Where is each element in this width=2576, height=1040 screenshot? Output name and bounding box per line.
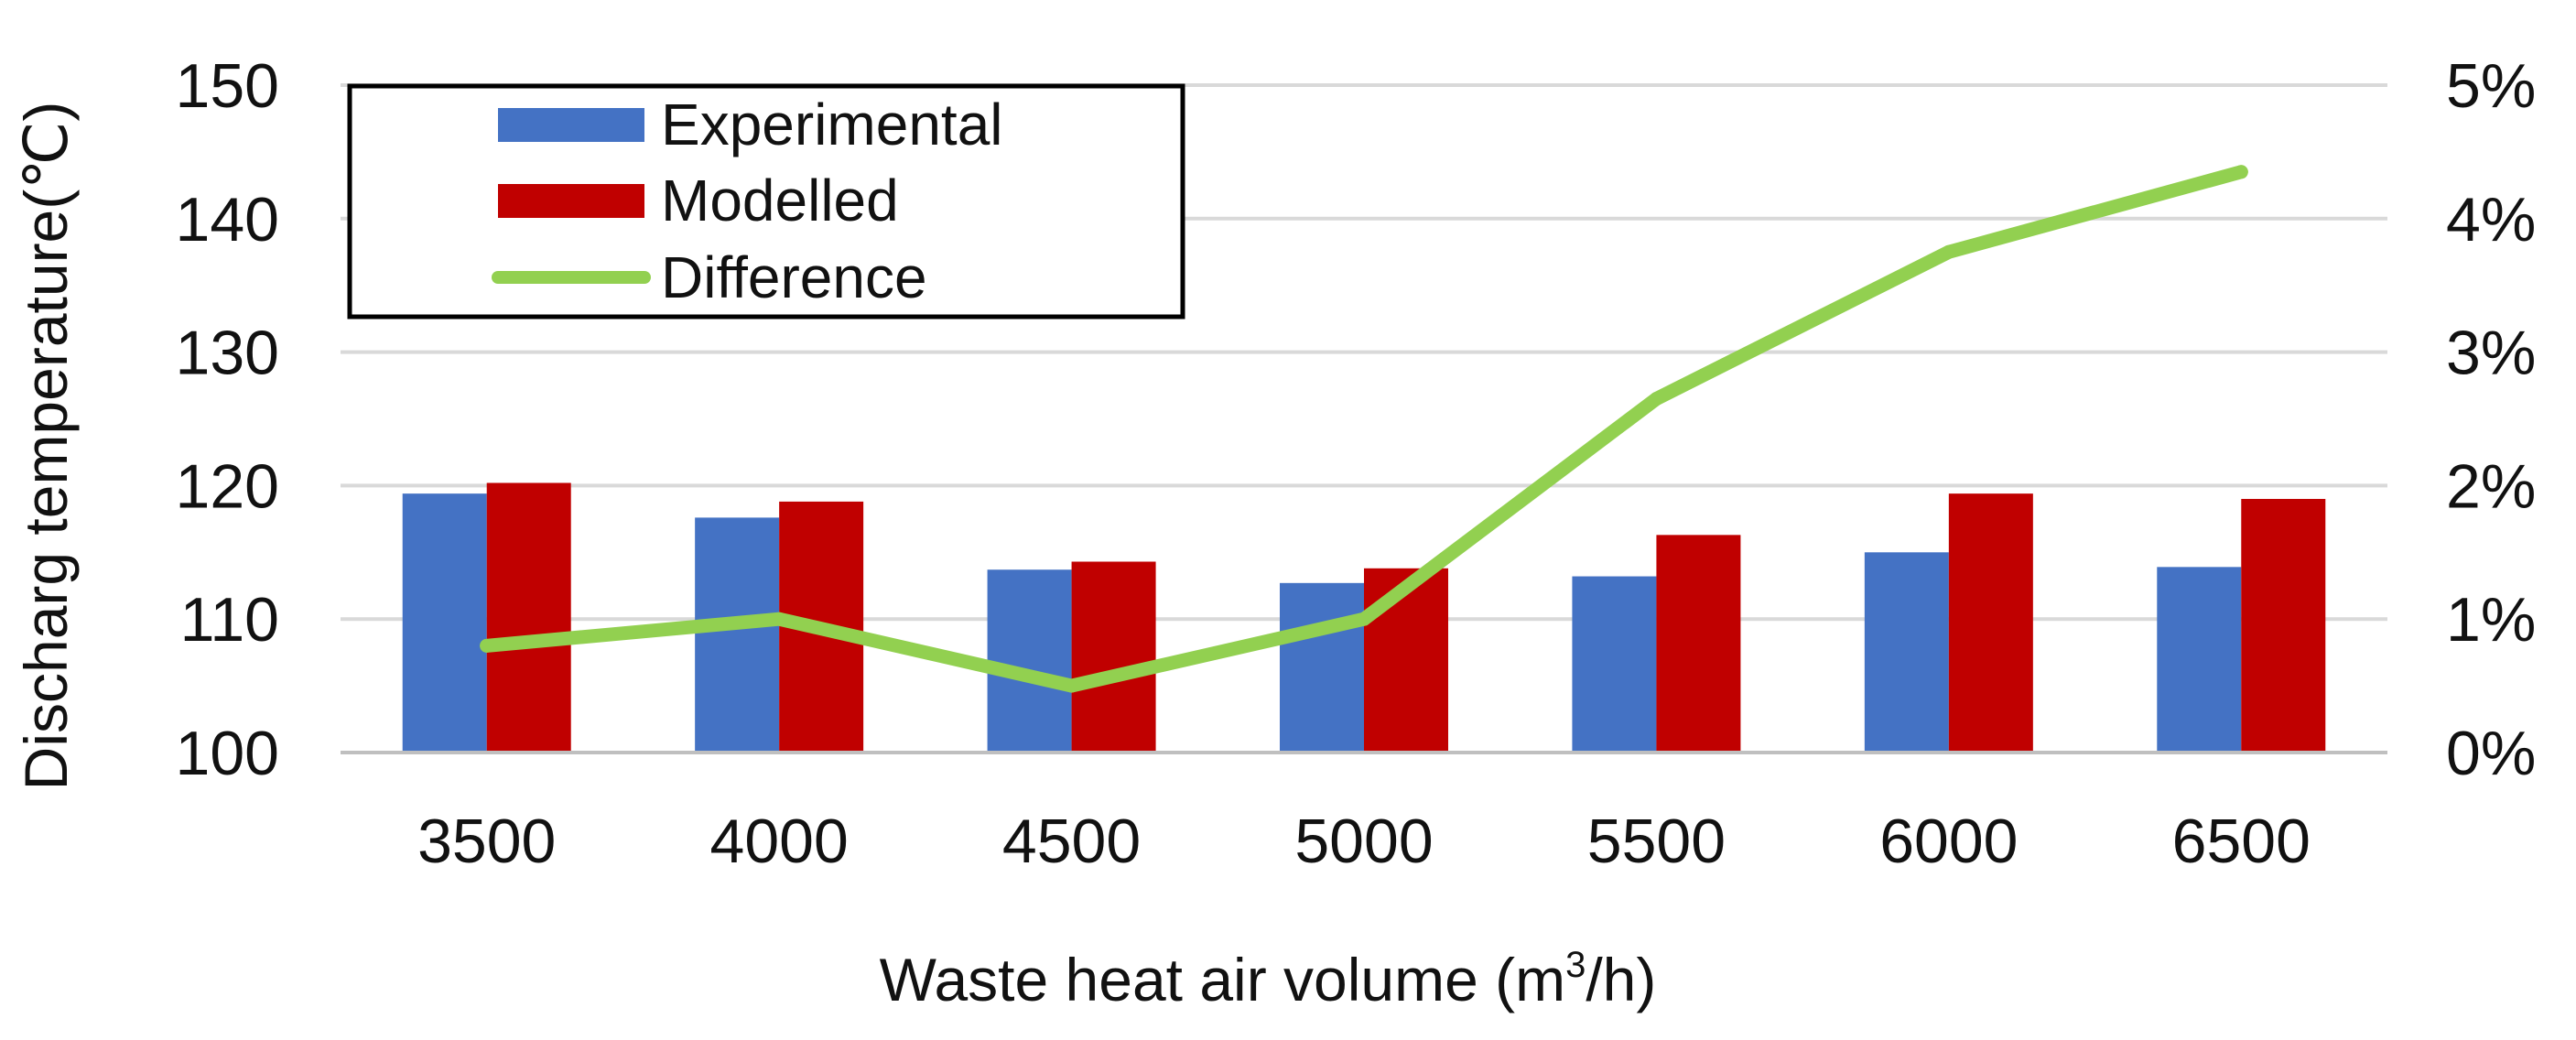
x-tick-label: 5500 xyxy=(1587,807,1726,876)
bar-modelled-6000 xyxy=(1948,493,2033,753)
y2-tick-label: 2% xyxy=(2446,451,2536,521)
y2-tick-label: 1% xyxy=(2446,585,2536,655)
legend-label-difference: Difference xyxy=(661,244,927,310)
legend-box xyxy=(347,83,1185,320)
bar-modelled-5000 xyxy=(1364,568,1448,753)
bar-modelled-6500 xyxy=(2241,498,2326,753)
bar-experimental-5000 xyxy=(1280,582,1364,753)
y2-tick-label: 0% xyxy=(2446,719,2536,788)
bar-modelled-3500 xyxy=(486,482,571,753)
point-difference-6000 xyxy=(1942,244,1956,259)
bar-modelled-5500 xyxy=(1656,535,1741,753)
y-axis-ticks: 100 110 120 130 140 150 xyxy=(176,51,279,788)
legend-swatch-modelled xyxy=(498,184,644,218)
bar-modelled-4500 xyxy=(1071,561,1156,753)
y-tick-label: 130 xyxy=(176,319,279,388)
point-difference-3500 xyxy=(480,638,494,653)
x-tick-label: 5000 xyxy=(1294,807,1433,876)
point-difference-4000 xyxy=(772,612,786,626)
x-tick-label: 4500 xyxy=(1002,807,1141,876)
y2-tick-label: 4% xyxy=(2446,185,2536,255)
x-axis-title-prefix: Waste heat air volume (m xyxy=(880,946,1565,1013)
legend: Experimental Modelled Difference xyxy=(347,83,1185,320)
x-tick-label: 3500 xyxy=(417,807,556,876)
y-tick-label: 150 xyxy=(176,51,279,121)
x-axis-title-superscript: 3 xyxy=(1565,945,1586,985)
x-tick-label: 6500 xyxy=(2172,807,2311,876)
y-axis-title: Discharg temperature(℃) xyxy=(12,102,80,791)
x-tick-label: 6000 xyxy=(1879,807,2018,876)
bar-experimental-3500 xyxy=(402,493,487,753)
y-tick-label: 100 xyxy=(176,719,279,788)
point-difference-4500 xyxy=(1065,678,1079,693)
y2-tick-label: 3% xyxy=(2446,319,2536,388)
bar-experimental-4000 xyxy=(695,517,780,753)
bars xyxy=(402,482,2326,753)
y-tick-label: 110 xyxy=(180,585,279,655)
point-difference-5000 xyxy=(1357,612,1371,626)
y-tick-label: 120 xyxy=(176,451,279,521)
x-axis-ticks: 3500 4000 4500 5000 5500 6000 6500 xyxy=(417,807,2311,876)
legend-label-experimental: Experimental xyxy=(661,92,1003,157)
bar-experimental-4500 xyxy=(987,569,1072,753)
x-axis-title-suffix: /h) xyxy=(1586,946,1656,1013)
point-difference-6500 xyxy=(2234,165,2248,179)
y2-axis-ticks: 0% 1% 2% 3% 4% 5% xyxy=(2446,51,2536,788)
y2-tick-label: 5% xyxy=(2446,51,2536,121)
y-tick-label: 140 xyxy=(176,185,279,255)
x-tick-label: 4000 xyxy=(710,807,849,876)
bar-experimental-5500 xyxy=(1572,576,1657,753)
legend-label-modelled: Modelled xyxy=(661,168,899,233)
bar-experimental-6000 xyxy=(1864,552,1949,753)
x-axis-title: Waste heat air volume (m3/h) xyxy=(880,945,1657,1013)
bar-experimental-6500 xyxy=(2157,567,2242,753)
legend-swatch-experimental xyxy=(498,108,644,142)
difference-line-layer xyxy=(480,165,2248,693)
point-difference-5500 xyxy=(1649,392,1663,406)
